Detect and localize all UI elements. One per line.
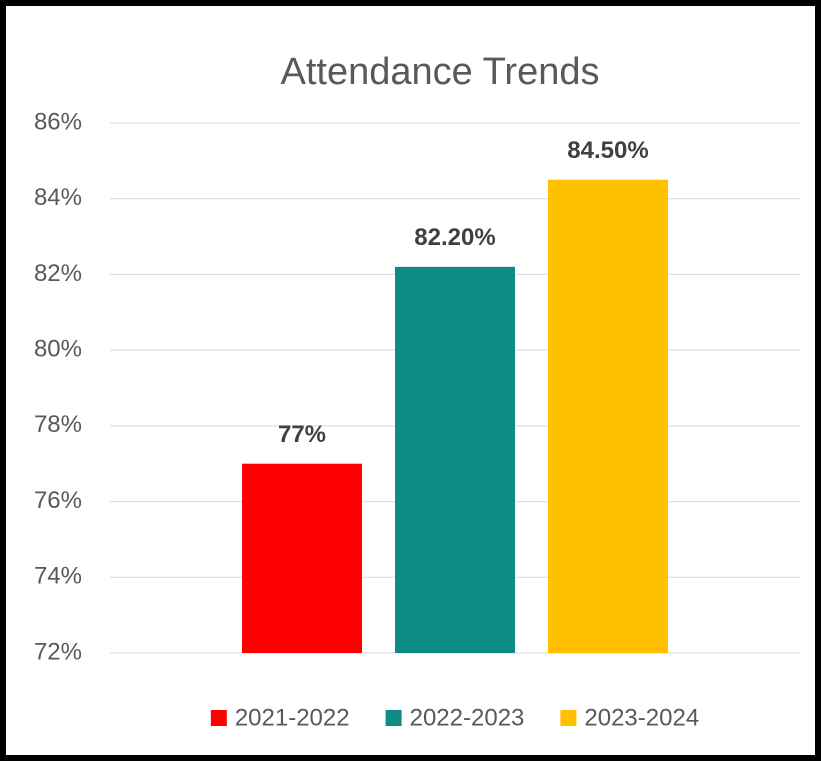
y-tick-label: 82%	[34, 260, 82, 287]
legend-label: 2023-2024	[584, 704, 699, 731]
y-tick-label: 72%	[34, 638, 82, 665]
chart-title: Attendance Trends	[281, 51, 600, 93]
legend-swatch	[385, 710, 402, 726]
bar	[395, 266, 515, 653]
legend-label: 2022-2023	[410, 704, 525, 731]
y-tick-label: 80%	[34, 335, 82, 362]
bar	[548, 179, 668, 654]
legend-label: 2021-2022	[235, 704, 350, 731]
y-tick-label: 78%	[34, 411, 82, 438]
data-label: 82.20%	[414, 224, 495, 251]
y-tick-label: 76%	[34, 487, 82, 514]
legend-swatch	[560, 710, 577, 726]
y-tick-label: 74%	[34, 563, 82, 590]
bar	[242, 463, 362, 653]
legend-swatch	[210, 710, 227, 726]
y-tick-label: 84%	[34, 184, 82, 211]
data-label: 77%	[278, 421, 326, 448]
y-tick-label: 86%	[34, 108, 82, 135]
data-label: 84.50%	[567, 137, 648, 164]
